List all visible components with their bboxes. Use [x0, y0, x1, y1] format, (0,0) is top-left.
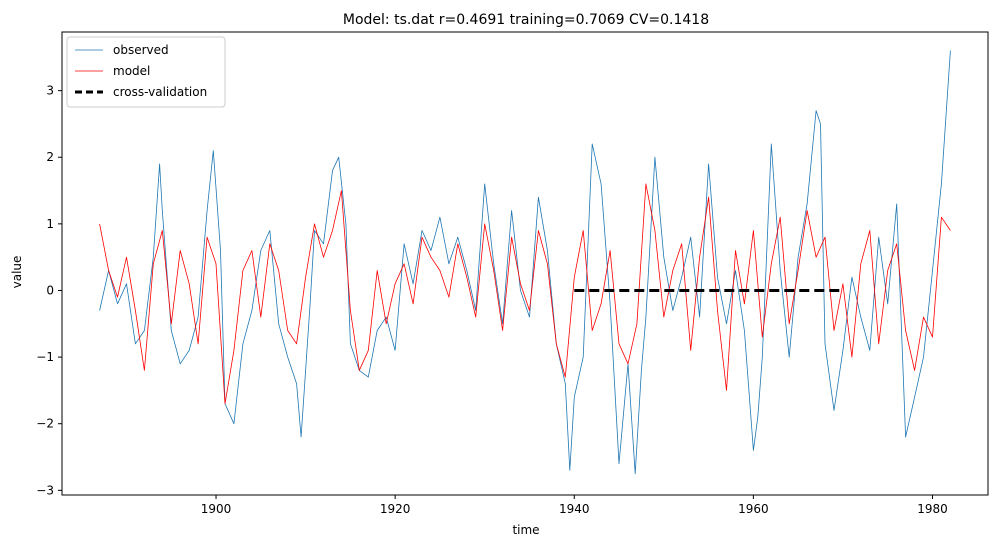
x-tick-label: 1920	[380, 502, 411, 516]
legend-label: model	[113, 64, 150, 78]
y-tick-label: 2	[46, 150, 54, 164]
y-tick-label: −3	[36, 483, 54, 497]
y-tick-label: −1	[36, 350, 54, 364]
x-tick-label: 1900	[201, 502, 232, 516]
y-tick-label: −2	[36, 417, 54, 431]
series-line-observed	[99, 50, 951, 475]
y-axis-label: value	[10, 256, 24, 289]
plot-area	[61, 31, 989, 496]
y-tick-label: 1	[46, 217, 54, 231]
series-line-model	[99, 183, 951, 405]
x-tick-label: 1940	[559, 502, 590, 516]
y-tick-label: 3	[46, 84, 54, 98]
legend: observed model cross-validation	[66, 36, 226, 108]
x-axis: 1900 1920 1940 1960 1980	[201, 495, 948, 516]
series-layer	[99, 50, 951, 475]
x-tick-label: 1960	[738, 502, 769, 516]
legend-label: cross-validation	[113, 85, 207, 99]
x-axis-label: time	[512, 523, 539, 537]
x-tick-label: 1980	[917, 502, 948, 516]
y-axis: −3 −2 −1 0 1 2 3	[36, 84, 62, 497]
legend-box	[66, 36, 226, 108]
legend-label: observed	[113, 43, 169, 57]
chart-title: Model: ts.dat r=0.4691 training=0.7069 C…	[343, 12, 709, 28]
y-tick-label: 0	[46, 283, 54, 297]
